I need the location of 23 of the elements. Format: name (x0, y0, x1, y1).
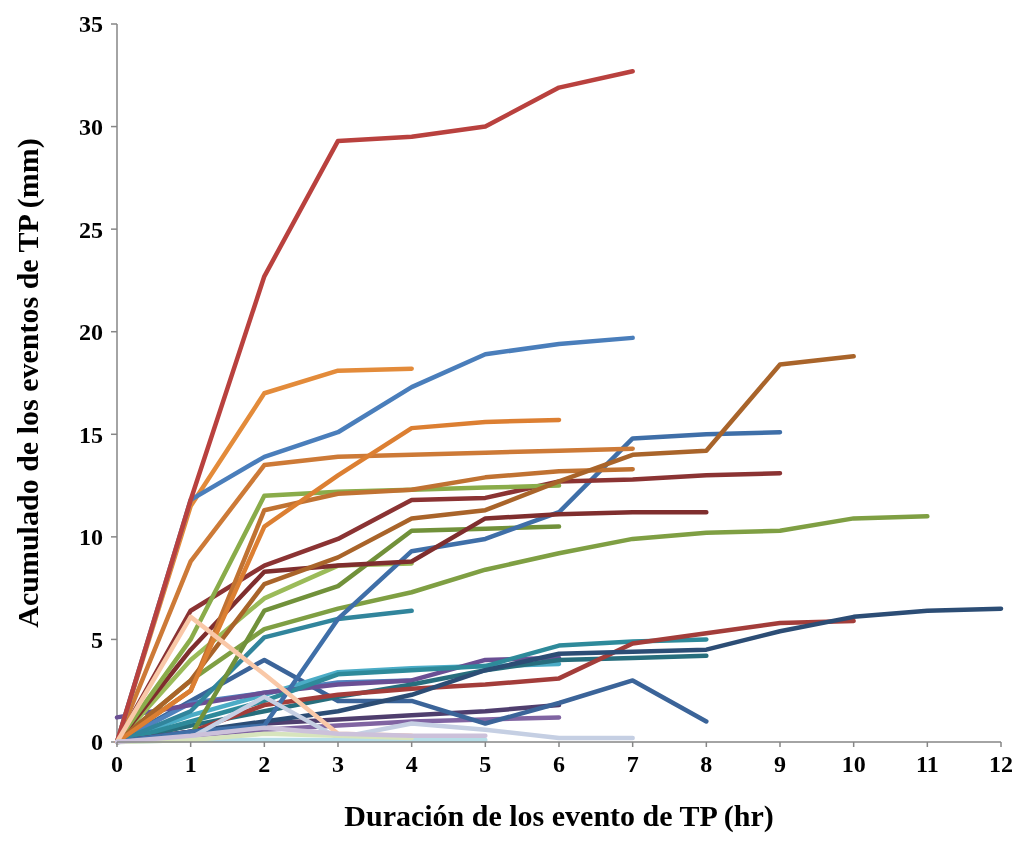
x-tick-label: 7 (626, 751, 639, 777)
y-tick-label: 20 (79, 319, 103, 346)
x-tick-label: 2 (258, 751, 271, 777)
y-tick-label: 35 (79, 11, 103, 38)
y-tick-label: 0 (91, 729, 103, 756)
x-tick-label: 11 (915, 751, 939, 777)
x-axis-title: Duración de los evento de TP (hr) (344, 799, 774, 833)
x-tick-label: 4 (405, 751, 418, 777)
x-tick-label: 3 (332, 751, 344, 777)
x-tick-label: 8 (700, 751, 713, 777)
y-tick-label: 25 (79, 216, 103, 243)
x-tick-label: 1 (184, 751, 197, 777)
y-tick-label: 10 (79, 524, 103, 551)
x-tick-label: 9 (774, 751, 786, 777)
x-tick-label: 10 (841, 751, 866, 777)
y-tick-label: 5 (91, 626, 103, 653)
y-axis-title: Acumulado de los eventos de TP (mm) (11, 138, 45, 628)
x-tick-label: 6 (553, 751, 565, 777)
x-tick-label: 0 (111, 751, 123, 777)
x-tick-label: 5 (479, 751, 492, 777)
y-tick-label: 15 (79, 421, 103, 448)
x-tick-label: 12 (989, 751, 1013, 777)
y-tick-label: 30 (79, 113, 103, 140)
